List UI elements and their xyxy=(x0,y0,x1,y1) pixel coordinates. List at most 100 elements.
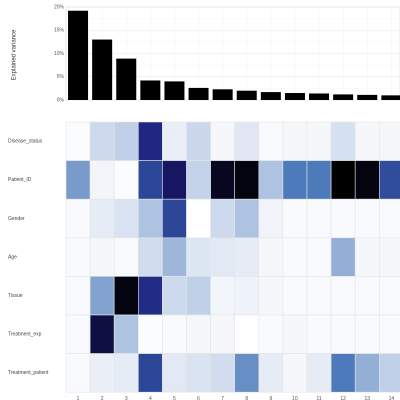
heatmap-cell-treatment_patient-12 xyxy=(330,353,356,393)
heatmap-cell-patient_id-1 xyxy=(65,160,91,200)
heatmap-column-label: 14 xyxy=(389,396,395,400)
bar-pc-11 xyxy=(309,93,330,100)
bar-chart-y-tick-label: 10% xyxy=(54,51,65,57)
heatmap-cell-treatment_exp-11 xyxy=(306,314,332,354)
heatmap-row-label: Tissue xyxy=(8,293,23,299)
heatmap-column-label: 6 xyxy=(197,396,200,400)
heatmap-cell-disease_status-10 xyxy=(282,121,308,161)
heatmap-cell-age-6 xyxy=(186,237,211,277)
heatmap-row-labels: Disease_status Patient_ID Gender Age Tissue T… xyxy=(8,139,49,377)
heatmap-cell-tissue-6 xyxy=(186,276,211,316)
heatmap-cell-disease_status-2 xyxy=(89,121,115,161)
bar-chart-y-tick-label: 20% xyxy=(54,4,65,10)
heatmap-column-label: 12 xyxy=(340,396,346,400)
heatmap-cell-tissue-9 xyxy=(258,276,284,316)
heatmap-cell-treatment_patient-5 xyxy=(162,353,187,393)
heatmap-cell-patient_id-14 xyxy=(378,160,400,200)
heatmap-cell-treatment_patient-11 xyxy=(306,353,332,393)
heatmap-cell-treatment_patient-10 xyxy=(282,353,308,393)
heatmap-cell-treatment_patient-8 xyxy=(234,353,260,393)
heatmap-cell-treatment_exp-10 xyxy=(282,314,308,354)
bar-pc-4 xyxy=(140,80,161,100)
bar-chart-y-tick-label: 5% xyxy=(57,74,65,80)
heatmap-cell-treatment_exp-3 xyxy=(113,314,139,354)
heatmap-cell-gender-3 xyxy=(113,198,139,239)
heatmap-cell-tissue-13 xyxy=(354,276,380,316)
heatmap-cell-disease_status-8 xyxy=(234,121,260,161)
heatmap-cell-tissue-10 xyxy=(282,276,308,316)
heatmap-column-labels: 1 2 3 4 5 6 7 8 9 10 11 12 13 14 xyxy=(77,396,395,400)
bar-chart-y-tick-label: 15% xyxy=(54,28,65,34)
heatmap-cell-disease_status-9 xyxy=(258,121,284,161)
heatmap-cell-treatment_patient-1 xyxy=(65,353,91,393)
bar-chart-y-tick-labels: 0% 5% 10% 15% 20% xyxy=(54,4,65,103)
heatmap-cell-gender-11 xyxy=(306,198,332,239)
heatmap-cell-treatment_patient-3 xyxy=(113,353,139,393)
heatmap-column-label: 1 xyxy=(77,396,80,400)
heatmap-cell-age-9 xyxy=(258,237,284,277)
bar-chart-grid xyxy=(65,6,400,101)
heatmap-cell-gender-8 xyxy=(234,198,260,239)
heatmap-cell-age-14 xyxy=(378,237,400,277)
heatmap-cell-tissue-12 xyxy=(330,276,356,316)
heatmap-column-label: 7 xyxy=(221,396,224,400)
explained-variance-bar-chart: 0% 5% 10% 15% 20% Explained variance xyxy=(12,4,400,103)
heatmap-row-label: Age xyxy=(8,254,17,260)
heatmap-cell-treatment_patient-9 xyxy=(258,353,284,393)
heatmap-cell-age-8 xyxy=(234,237,260,277)
heatmap-cell-age-7 xyxy=(210,237,236,277)
heatmap-cell-treatment_exp-12 xyxy=(330,314,356,354)
heatmap-row-label: Treatment_exp xyxy=(8,332,42,338)
bar-pc-1 xyxy=(68,10,89,100)
heatmap-cell-treatment_exp-1 xyxy=(65,314,91,354)
heatmap-cell-gender-2 xyxy=(89,198,115,239)
heatmap-cell-tissue-5 xyxy=(162,276,187,316)
bar-pc-7 xyxy=(212,89,233,100)
bar-pc-12 xyxy=(333,94,354,100)
heatmap-cell-treatment_exp-8 xyxy=(234,314,260,354)
heatmap-column-label: 13 xyxy=(364,396,370,400)
heatmap-cell-tissue-1 xyxy=(65,276,91,316)
heatmap-column-label: 3 xyxy=(125,396,128,400)
heatmap-cell-patient_id-2 xyxy=(89,160,115,200)
heatmap-cell-tissue-3 xyxy=(113,276,139,316)
heatmap-cell-patient_id-3 xyxy=(113,160,139,200)
heatmap-column-label: 11 xyxy=(316,396,321,400)
heatmap-cell-gender-7 xyxy=(210,198,236,239)
heatmap-cell-treatment_exp-9 xyxy=(258,314,284,354)
bar-pc-5 xyxy=(164,81,185,100)
heatmap-cell-patient_id-12 xyxy=(330,160,356,200)
bar-pc-9 xyxy=(260,92,281,100)
heatmap-cell-treatment_exp-4 xyxy=(138,314,163,354)
heatmap-cell-disease_status-4 xyxy=(138,121,163,161)
heatmap-cell-tissue-11 xyxy=(306,276,332,316)
heatmap-cell-patient_id-5 xyxy=(162,160,187,200)
heatmap-cell-treatment_exp-7 xyxy=(210,314,236,354)
heatmap-cell-tissue-7 xyxy=(210,276,236,316)
heatmap-cells xyxy=(65,121,400,393)
heatmap-cell-gender-6 xyxy=(186,198,211,239)
heatmap-cell-age-3 xyxy=(113,237,139,277)
heatmap-cell-patient_id-8 xyxy=(234,160,260,200)
heatmap-row-label: Gender xyxy=(8,216,25,222)
heatmap-cell-treatment_patient-13 xyxy=(354,353,380,393)
heatmap-cell-gender-13 xyxy=(354,198,380,239)
bar-pc-6 xyxy=(188,87,209,100)
heatmap-cell-treatment_exp-5 xyxy=(162,314,187,354)
heatmap-cell-disease_status-5 xyxy=(162,121,187,161)
heatmap-cell-disease_status-1 xyxy=(65,121,91,161)
bar-pc-8 xyxy=(236,90,257,100)
heatmap-column-label: 10 xyxy=(292,396,298,400)
heatmap-cell-patient_id-4 xyxy=(138,160,163,200)
heatmap-row-label: Disease_status xyxy=(8,139,43,145)
variance-heatmap: Disease_status Patient_ID Gender Age Tissue T… xyxy=(8,121,400,400)
heatmap-cell-tissue-8 xyxy=(234,276,260,316)
heatmap-cell-age-4 xyxy=(138,237,163,277)
heatmap-column-label: 5 xyxy=(173,396,176,400)
heatmap-cell-age-1 xyxy=(65,237,91,277)
heatmap-column-label: 4 xyxy=(149,396,152,400)
heatmap-cell-disease_status-12 xyxy=(330,121,356,161)
bar-pc-13 xyxy=(357,94,378,100)
heatmap-cell-treatment_patient-7 xyxy=(210,353,236,393)
